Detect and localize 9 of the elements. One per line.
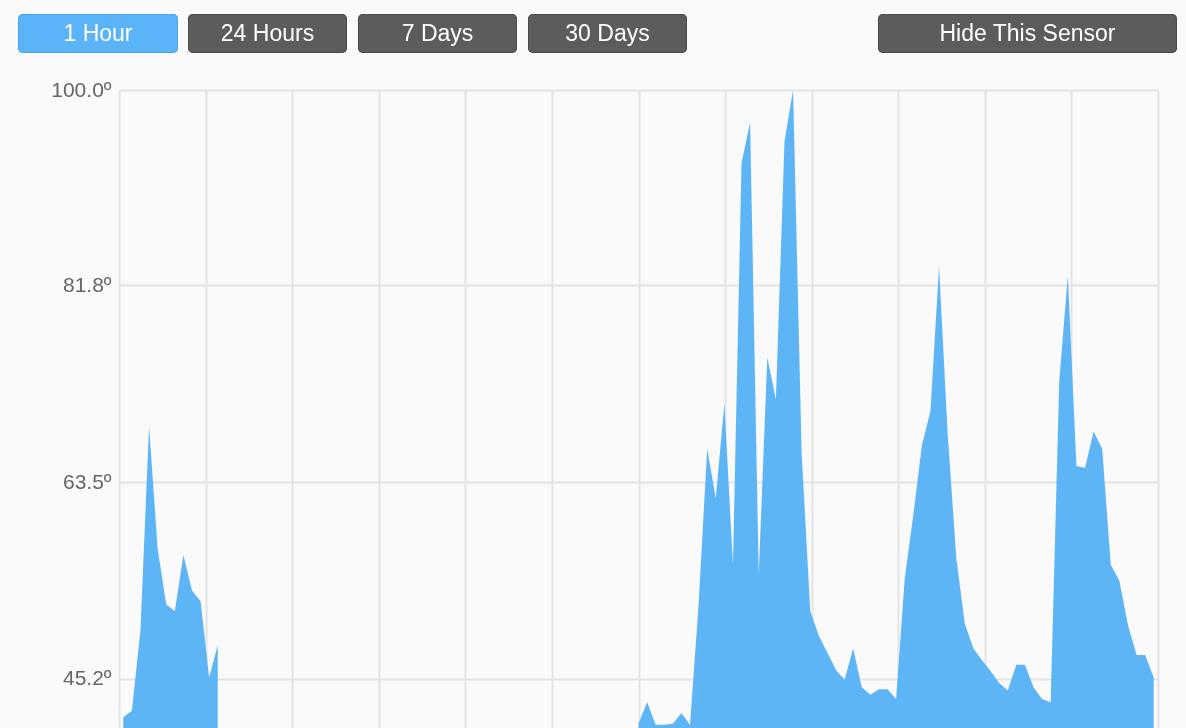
y-tick-label: 81.8º (62, 272, 112, 296)
y-tick-label: 45.2º (62, 666, 112, 690)
text: Hide This Sensor (878, 14, 1177, 53)
y-tick-label: 63.5º (62, 469, 112, 493)
text: 7 Days (358, 14, 517, 53)
text: 1 Hour (18, 14, 178, 53)
text: 30 Days (528, 14, 687, 53)
text: 24 Hours (188, 14, 347, 53)
y-tick-label: 100.0º (51, 77, 112, 101)
